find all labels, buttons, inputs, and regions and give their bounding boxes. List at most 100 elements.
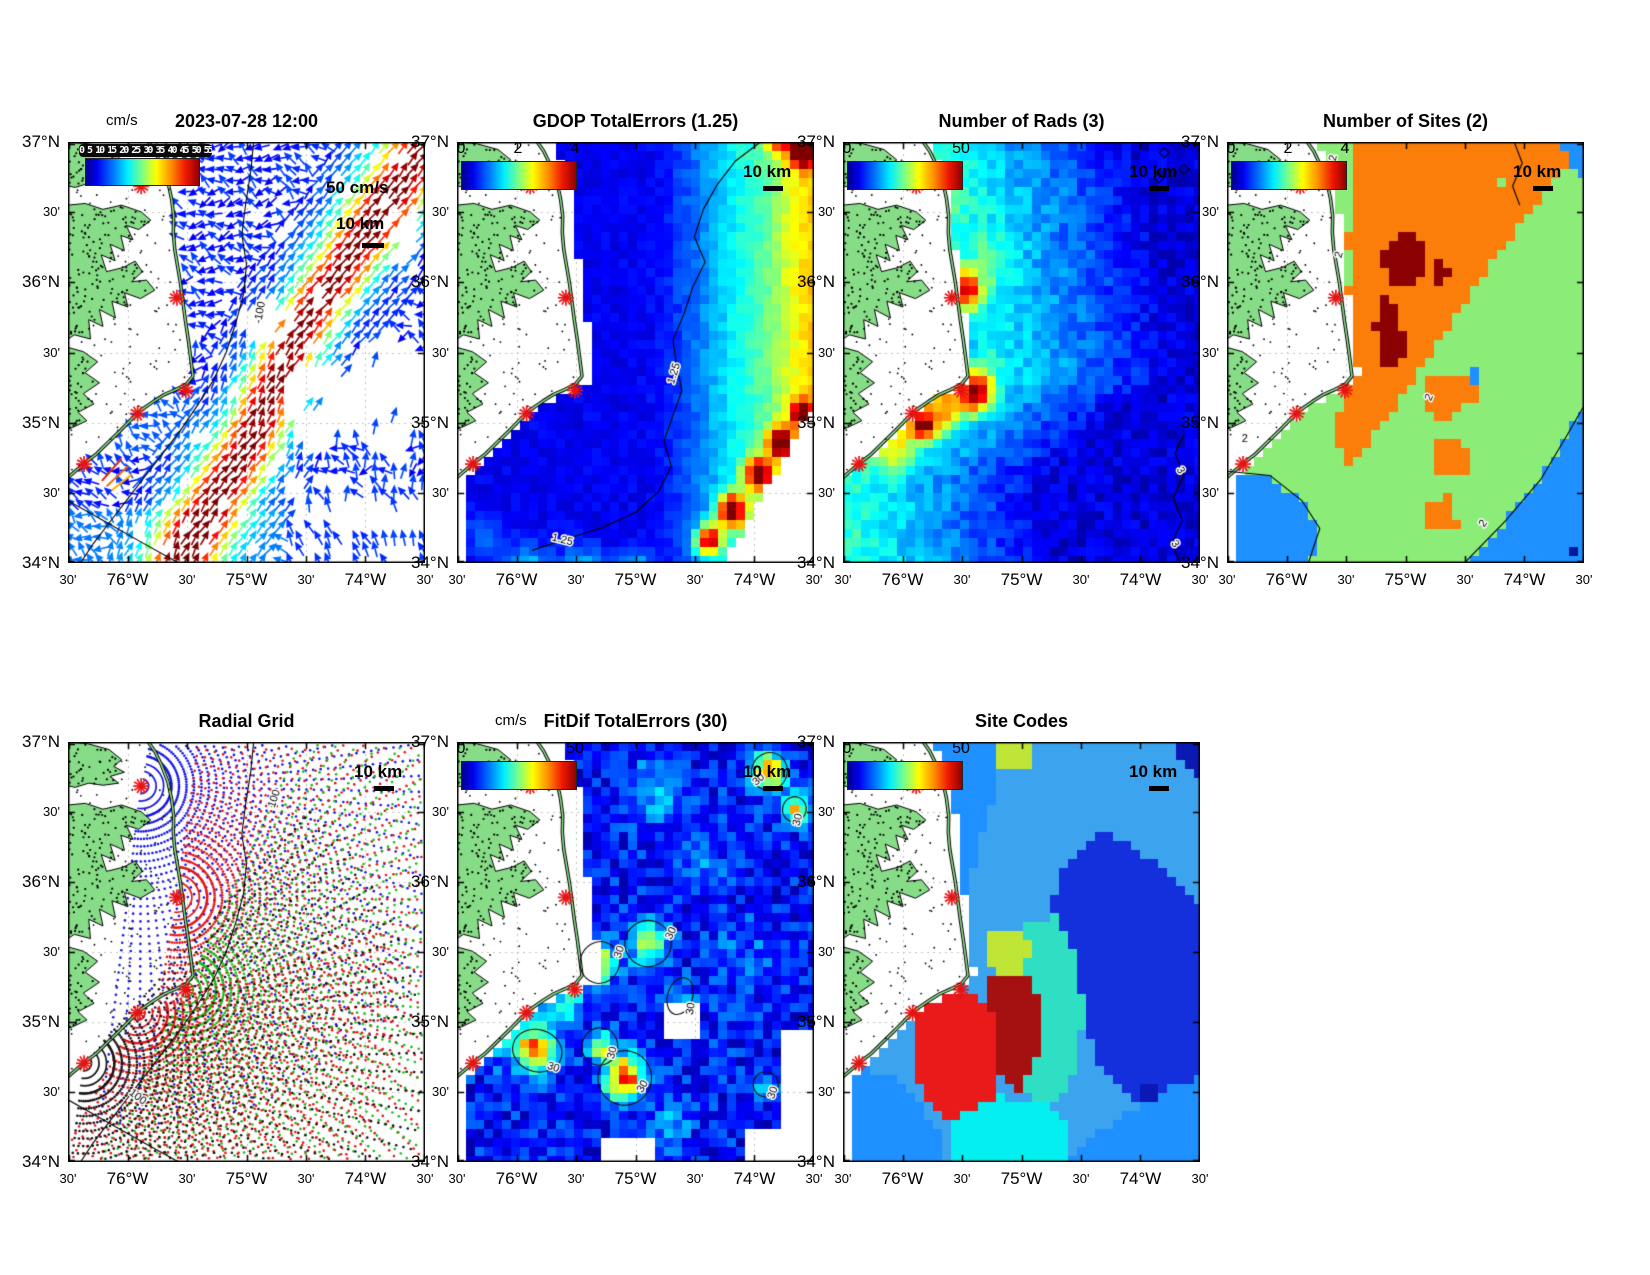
site-codes-annotation-0: 10 km — [1129, 762, 1178, 781]
site-codes-colorbar — [847, 761, 963, 790]
sites-count-colorbar-tick-1: 2 — [1283, 140, 1293, 157]
sites-count-xtick-5: 74°W — [1503, 570, 1546, 589]
currents-colorbar — [85, 158, 200, 186]
sites-count-map-canvas — [1227, 142, 1584, 563]
currents-ytick-1: 30' — [43, 204, 60, 220]
currents-ytick-0: 37°N — [22, 132, 60, 151]
gdop-xtick-3: 75°W — [614, 570, 657, 589]
currents-colorbar-overlapping-ticks: 0 5 10 15 20 25 30 35 40 45 50 55 60 — [79, 144, 212, 157]
radial-grid-xtick-4: 30' — [297, 1171, 315, 1186]
fitdif-ytick-3: 30' — [432, 944, 449, 959]
site-codes-scalebar — [1149, 786, 1169, 791]
gdop-xtick-6: 30' — [805, 572, 823, 587]
currents-units-label: cm/s — [106, 112, 138, 129]
site-codes-ytick-6: 34°N — [797, 1152, 835, 1171]
fitdif-ytick-6: 34°N — [411, 1152, 449, 1171]
radial-grid-ytick-1: 30' — [43, 804, 60, 819]
rads-ytick-5: 30' — [818, 484, 835, 500]
currents-ytick-5: 30' — [43, 484, 60, 500]
rads-map-canvas — [843, 142, 1200, 563]
currents-xtick-0: 30' — [59, 572, 77, 587]
site-codes-xtick-3: 75°W — [1000, 1169, 1043, 1188]
currents-map-canvas — [68, 142, 425, 563]
radial-grid-xtick-3: 75°W — [225, 1169, 268, 1188]
currents-title: 2023-07-28 12:00 — [174, 111, 319, 131]
rads-xtick-2: 30' — [953, 572, 971, 587]
gdop-xtick-1: 76°W — [495, 570, 538, 589]
fitdif-xtick-2: 30' — [567, 1171, 585, 1186]
site-codes-ytick-3: 30' — [818, 944, 835, 959]
fitdif-xtick-4: 30' — [686, 1171, 704, 1186]
radial-grid-xtick-2: 30' — [178, 1171, 196, 1186]
rads-annotation-0: 10 km — [1129, 162, 1178, 181]
fitdif-annotation-0: 10 km — [743, 762, 792, 781]
fitdif-xtick-5: 74°W — [733, 1169, 776, 1188]
rads-colorbar-tick-1: 50 — [952, 140, 970, 157]
site-codes-xtick-5: 74°W — [1119, 1169, 1162, 1188]
currents-xtick-5: 74°W — [344, 570, 387, 589]
site-codes-xtick-2: 30' — [953, 1171, 971, 1186]
site-codes-ytick-0: 37°N — [797, 732, 835, 751]
sites-count-ytick-2: 36°N — [1181, 272, 1219, 292]
currents-xtick-6: 30' — [416, 572, 434, 587]
currents-scalebar — [362, 243, 384, 248]
radial-grid-title: Radial Grid — [198, 711, 295, 731]
currents-annotation-0: 50 cm/s — [326, 178, 389, 197]
gdop-annotation-0: 10 km — [743, 162, 792, 181]
gdop-title: GDOP TotalErrors (1.25) — [532, 111, 739, 131]
sites-count-title: Number of Sites (2) — [1322, 111, 1489, 131]
radial-grid-ytick-3: 30' — [43, 944, 60, 959]
gdop-map-canvas — [457, 142, 814, 563]
fitdif-units-label: cm/s — [495, 712, 527, 729]
rads-ytick-2: 36°N — [797, 272, 835, 292]
sites-count-xtick-6: 30' — [1575, 572, 1593, 587]
radial-grid-annotation-0: 10 km — [354, 762, 403, 781]
currents-ytick-4: 35°N — [22, 412, 60, 432]
radial-grid-xtick-5: 74°W — [344, 1169, 387, 1188]
sites-count-ytick-1: 30' — [1202, 204, 1219, 220]
radial-grid-map-canvas — [68, 742, 425, 1162]
radial-grid-ytick-2: 36°N — [22, 871, 60, 891]
fitdif-xtick-1: 76°W — [495, 1169, 538, 1188]
radial-grid-xtick-6: 30' — [416, 1171, 434, 1186]
sites-count-ytick-3: 30' — [1202, 344, 1219, 360]
site-codes-colorbar-tick-1: 50 — [952, 740, 970, 757]
gdop-ytick-1: 30' — [432, 204, 449, 220]
rads-ytick-0: 37°N — [797, 132, 835, 151]
sites-count-colorbar-tick-2: 4 — [1340, 140, 1350, 157]
fitdif-colorbar-tick-0: 0 — [456, 740, 466, 757]
radial-grid-ytick-0: 37°N — [22, 732, 60, 751]
rads-xtick-3: 75°W — [1000, 570, 1043, 589]
rads-colorbar — [847, 161, 963, 190]
gdop-xtick-2: 30' — [567, 572, 585, 587]
currents-ytick-3: 30' — [43, 344, 60, 360]
gdop-ytick-2: 36°N — [411, 272, 449, 292]
fitdif-ytick-5: 30' — [432, 1083, 449, 1099]
gdop-ytick-4: 35°N — [411, 412, 449, 432]
site-codes-title: Site Codes — [974, 711, 1069, 731]
sites-count-xtick-0: 30' — [1218, 572, 1236, 587]
sites-count-colorbar — [1231, 161, 1347, 190]
gdop-xtick-5: 74°W — [733, 570, 776, 589]
fitdif-xtick-0: 30' — [448, 1171, 466, 1186]
gdop-xtick-4: 30' — [686, 572, 704, 587]
rads-xtick-4: 30' — [1072, 572, 1090, 587]
fitdif-xtick-3: 75°W — [614, 1169, 657, 1188]
rads-title: Number of Rads (3) — [938, 111, 1105, 131]
gdop-scalebar — [763, 186, 783, 191]
radial-grid-xtick-1: 76°W — [106, 1169, 149, 1188]
currents-xtick-3: 75°W — [225, 570, 268, 589]
radial-grid-ytick-5: 30' — [43, 1083, 60, 1099]
fitdif-scalebar — [763, 786, 783, 791]
fitdif-ytick-1: 30' — [432, 804, 449, 819]
site-codes-xtick-0: 30' — [834, 1171, 852, 1186]
fitdif-colorbar-tick-1: 50 — [566, 740, 584, 757]
sites-count-xtick-3: 75°W — [1384, 570, 1427, 589]
currents-ytick-6: 34°N — [22, 553, 60, 572]
gdop-ytick-5: 30' — [432, 484, 449, 500]
sites-count-xtick-1: 76°W — [1265, 570, 1308, 589]
rads-ytick-3: 30' — [818, 344, 835, 360]
sites-count-xtick-2: 30' — [1337, 572, 1355, 587]
site-codes-xtick-1: 76°W — [881, 1169, 924, 1188]
